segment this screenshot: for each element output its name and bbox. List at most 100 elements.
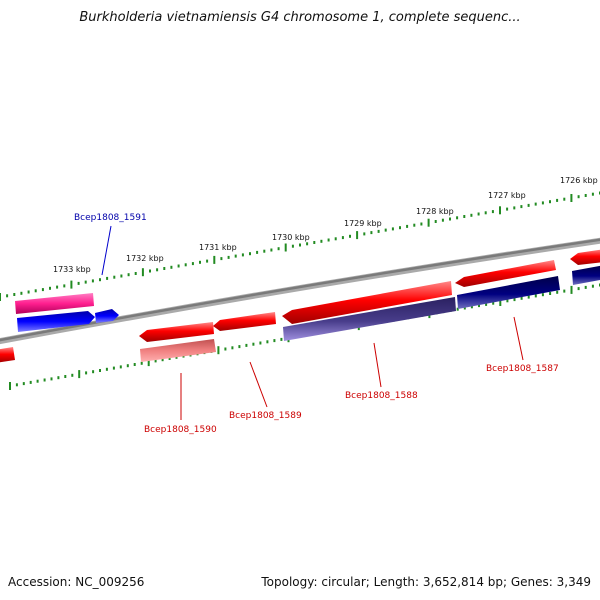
minor-tick <box>170 265 173 269</box>
minor-tick <box>99 369 101 372</box>
minor-tick <box>50 377 53 381</box>
gene-arrow-navy[interactable] <box>457 276 560 309</box>
scale-label: 1733 kbp <box>53 265 91 274</box>
minor-tick <box>238 345 241 349</box>
scale-label: 1730 kbp <box>272 233 310 242</box>
minor-tick <box>541 201 544 205</box>
minor-tick <box>241 253 244 257</box>
minor-tick <box>327 238 330 242</box>
gene-arrow-forward[interactable] <box>0 347 15 363</box>
scale-label: 1729 kbp <box>344 219 382 228</box>
major-tick <box>217 346 220 355</box>
sequence-stats: Topology: circular; Length: 3,652,814 bp… <box>261 575 591 589</box>
minor-tick <box>441 218 444 222</box>
minor-tick <box>13 293 16 296</box>
minor-tick <box>591 192 594 196</box>
minor-tick <box>485 302 488 306</box>
minor-tick <box>320 239 323 243</box>
major-tick <box>284 243 287 252</box>
gene-arrow-forward[interactable] <box>213 312 276 331</box>
minor-tick <box>556 290 559 294</box>
minor-tick <box>126 364 129 368</box>
gene-label[interactable]: Bcep1808_1590 <box>144 425 217 435</box>
minor-tick <box>199 260 201 264</box>
minor-tick <box>256 250 259 254</box>
minor-tick <box>120 274 123 278</box>
tick-track-outer <box>0 191 600 301</box>
minor-tick <box>43 378 46 382</box>
gene-arrow-reverse[interactable] <box>95 309 119 323</box>
minor-tick <box>577 195 580 199</box>
minor-tick <box>234 254 237 258</box>
gene-arrow-forward[interactable] <box>282 281 452 324</box>
minor-tick <box>175 355 178 359</box>
minor-tick <box>492 301 495 305</box>
minor-tick <box>370 231 373 235</box>
forward-strand-genes <box>0 249 600 363</box>
minor-tick <box>161 358 164 362</box>
gene-callouts <box>101 225 524 420</box>
gene-label[interactable]: Bcep1808_1588 <box>345 391 418 401</box>
minor-tick <box>6 294 9 298</box>
minor-tick <box>377 229 380 233</box>
minor-tick <box>163 267 166 270</box>
gene-arrow-light[interactable] <box>140 339 216 362</box>
gene-arrow-forward[interactable] <box>455 260 556 287</box>
minor-tick <box>584 285 587 289</box>
major-tick <box>0 293 1 301</box>
minor-tick <box>563 197 566 201</box>
minor-tick <box>263 249 266 253</box>
gene-arrow-forward[interactable] <box>570 249 600 265</box>
minor-tick <box>463 306 466 310</box>
minor-tick <box>149 269 151 273</box>
minor-tick <box>549 200 551 204</box>
gene-arrow-reverse[interactable] <box>17 311 95 332</box>
minor-tick <box>334 237 337 241</box>
callout-line <box>373 342 382 388</box>
minor-tick <box>470 213 473 217</box>
major-tick <box>70 280 73 289</box>
minor-tick <box>456 216 459 220</box>
gene-arrow-slate[interactable] <box>283 297 456 341</box>
gene-label[interactable]: Bcep1808_1587 <box>486 364 559 374</box>
minor-tick <box>484 211 487 215</box>
gene-arrow-navy[interactable] <box>572 265 600 285</box>
minor-tick <box>341 236 344 240</box>
major-tick <box>499 206 501 215</box>
minor-tick <box>27 290 30 294</box>
minor-tick <box>112 366 115 370</box>
minor-tick <box>477 212 480 216</box>
minor-tick <box>463 215 466 218</box>
gene-labels: Bcep1808_1591 Bcep1808_1590 Bcep1808_158… <box>74 213 559 435</box>
minor-tick <box>71 373 74 377</box>
minor-tick <box>513 298 516 302</box>
scale-label: 1727 kbp <box>488 191 526 200</box>
minor-tick <box>349 234 351 238</box>
callout-line <box>101 225 112 276</box>
minor-tick <box>513 206 516 210</box>
major-tick <box>78 370 81 379</box>
major-tick <box>499 298 502 306</box>
minor-tick <box>273 339 276 343</box>
gene-arrow-pink[interactable] <box>15 293 94 314</box>
minor-tick <box>384 228 387 232</box>
major-tick <box>141 268 144 277</box>
minor-tick <box>591 284 594 288</box>
gene-label[interactable]: Bcep1808_1589 <box>229 411 302 421</box>
minor-tick <box>299 243 301 247</box>
minor-tick <box>133 363 136 366</box>
minor-tick <box>224 347 227 351</box>
scale-label: 1732 kbp <box>126 254 164 263</box>
minor-tick <box>306 242 309 246</box>
minor-tick <box>363 232 366 236</box>
minor-tick <box>391 227 394 231</box>
gene-arrow-forward[interactable] <box>139 322 214 342</box>
minor-tick <box>280 337 283 341</box>
minor-tick <box>36 379 39 383</box>
minor-tick <box>520 205 523 209</box>
gene-label[interactable]: Bcep1808_1591 <box>74 213 147 223</box>
minor-tick <box>106 276 109 280</box>
major-tick <box>147 358 150 367</box>
minor-tick <box>456 307 459 311</box>
